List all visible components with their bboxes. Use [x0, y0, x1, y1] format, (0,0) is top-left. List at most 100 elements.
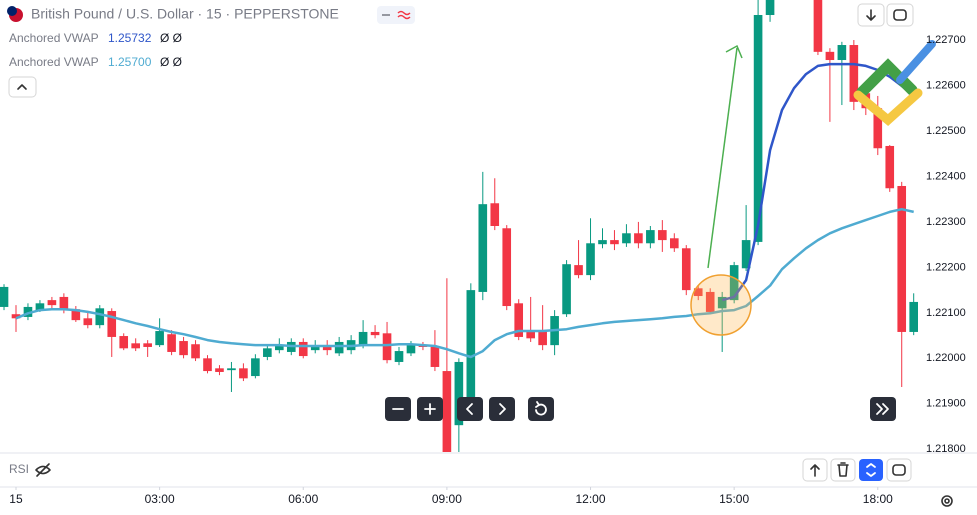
candle-body: [586, 243, 595, 276]
candle-body: [729, 265, 739, 301]
pane-label: RSI: [9, 462, 29, 476]
maximize-icon: [893, 9, 907, 21]
vwap-line: [721, 62, 915, 302]
candle-body: [705, 291, 715, 312]
candle-body: [11, 314, 21, 319]
status-pill[interactable]: [377, 6, 415, 24]
candle-body: [514, 303, 524, 337]
candle-body: [562, 264, 571, 315]
candle-body: [753, 15, 763, 242]
candle-body: [71, 309, 81, 321]
legend: Anchored VWAP 1.25732 Ø Ø Anchored VWAP 1.25…: [9, 31, 182, 69]
drawings: [690, 44, 752, 336]
candle-body: [717, 296, 727, 309]
plus-icon: [424, 403, 436, 415]
x-tick-label: 03:00: [145, 492, 175, 506]
candle-body: [646, 230, 655, 244]
logo-blue: [896, 40, 936, 84]
logo-green: [856, 58, 918, 98]
plot-area: [0, 0, 918, 452]
candle-body: [155, 331, 164, 346]
y-tick-label: 1.22700: [926, 34, 966, 46]
maximize-pane-button[interactable]: [886, 458, 912, 482]
candle-body: [658, 230, 667, 241]
pill-icon-2: [397, 10, 411, 20]
symbol-flag-2: [7, 6, 17, 16]
candle-body: [538, 330, 547, 346]
candle-body: [382, 333, 392, 361]
y-tick-label: 1.22100: [926, 307, 966, 319]
y-tick-label: 1.22000: [926, 352, 966, 364]
delete-button[interactable]: [830, 458, 856, 482]
maximize-button[interactable]: [886, 3, 914, 27]
candle-body: [502, 228, 512, 307]
candle-body: [669, 238, 679, 249]
y-tick-label: 1.22200: [926, 261, 966, 273]
legend-name: Anchored VWAP: [9, 31, 99, 45]
candle-body: [490, 203, 500, 226]
candle-body: [191, 344, 200, 359]
x-tick-label: 12:00: [576, 492, 606, 506]
logo: [853, 40, 936, 126]
candle-body: [813, 0, 823, 52]
candle-body: [131, 343, 140, 349]
x-tick-label: 09:00: [432, 492, 462, 506]
x-tick-label: 15: [9, 492, 23, 506]
trash-icon: [837, 462, 849, 477]
y-tick-label: 1.22300: [926, 216, 966, 228]
y-tick-label: 1.22600: [926, 79, 966, 91]
gear-icon: [941, 495, 953, 507]
candle-body: [203, 358, 212, 372]
candle-body: [370, 331, 380, 336]
arrow-down-icon: [866, 9, 876, 21]
candle-body: [167, 334, 176, 352]
scroll-end-button[interactable]: [870, 397, 896, 421]
chart-title: British Pound / U.S. Dollar · 15 · PEPPE…: [31, 6, 339, 22]
reset-button[interactable]: [528, 397, 554, 421]
candle-body: [454, 361, 464, 426]
candle-body: [263, 348, 272, 357]
candle-body: [622, 233, 631, 244]
collapse-pane-button[interactable]: [859, 459, 883, 481]
legend-flags: Ø Ø: [160, 55, 182, 69]
scroll-right-button[interactable]: [489, 397, 515, 421]
candle-body: [95, 308, 105, 326]
gear-center: [944, 498, 950, 504]
scroll-end-icon: [876, 403, 889, 415]
settings-button[interactable]: [941, 495, 953, 507]
candle-body: [275, 345, 284, 351]
candle-body: [119, 336, 129, 349]
candle-body: [406, 345, 416, 354]
candle-body: [215, 368, 224, 372]
hidden-eye-icon[interactable]: [35, 463, 51, 477]
trend-arrow: [707, 47, 738, 269]
arrow-head: [725, 44, 743, 59]
x-tick-label: 15:00: [719, 492, 749, 506]
vwap-line: [15, 207, 914, 359]
candle-body: [765, 0, 775, 16]
candle-body: [179, 341, 188, 356]
candle-body: [610, 240, 619, 245]
candle-body: [0, 286, 9, 307]
candle-body: [334, 341, 344, 354]
candle-body: [873, 108, 883, 149]
right-icon: [499, 403, 506, 415]
candle-body: [322, 345, 332, 351]
candle-body: [478, 204, 488, 292]
y-tick-label: 1.21900: [926, 398, 966, 410]
left-icon: [466, 403, 473, 415]
candle-body: [693, 288, 703, 297]
candle-body: [442, 371, 452, 452]
maximize-pane-icon: [892, 464, 906, 476]
y-tick-label: 1.21800: [926, 443, 966, 455]
candle-body: [741, 240, 751, 269]
x-tick-label: 18:00: [863, 492, 893, 506]
candle-body: [825, 51, 835, 61]
candle-body: [227, 368, 236, 371]
candle-body: [83, 318, 93, 326]
candle-body: [574, 265, 583, 276]
collapse-legend[interactable]: [8, 76, 37, 98]
scroll-left-button[interactable]: [457, 397, 483, 421]
candle-body: [849, 45, 859, 102]
